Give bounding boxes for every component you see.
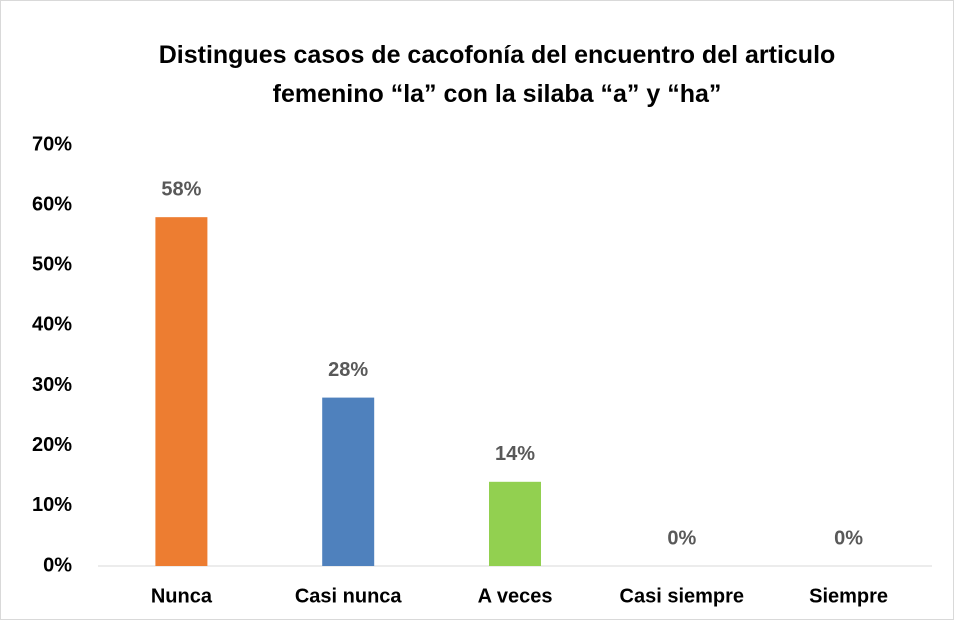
y-tick-label: 30% (32, 374, 72, 396)
bar (155, 217, 208, 566)
y-tick-label: 70% (32, 133, 72, 155)
x-tick-label: Casi nunca (295, 585, 403, 607)
x-tick-label: Siempre (809, 585, 888, 607)
value-label: 0% (834, 527, 863, 549)
value-label: 14% (495, 443, 535, 465)
value-label: 58% (161, 178, 201, 200)
bar (489, 481, 541, 566)
chart-title: Distingues casos de cacofonía del encuen… (158, 41, 836, 108)
y-tick-label: 10% (32, 494, 72, 516)
value-label: 28% (328, 359, 368, 381)
y-tick-label: 50% (32, 254, 72, 276)
x-tick-label: Casi siempre (620, 585, 745, 607)
value-label: 0% (667, 527, 696, 549)
bar (322, 397, 375, 566)
y-tick-label: 40% (32, 314, 72, 336)
x-tick-label: A veces (478, 585, 553, 607)
x-tick-label: Nunca (151, 585, 213, 607)
y-tick-label: 0% (43, 554, 72, 576)
y-tick-label: 60% (32, 193, 72, 215)
y-tick-label: 20% (32, 434, 72, 456)
